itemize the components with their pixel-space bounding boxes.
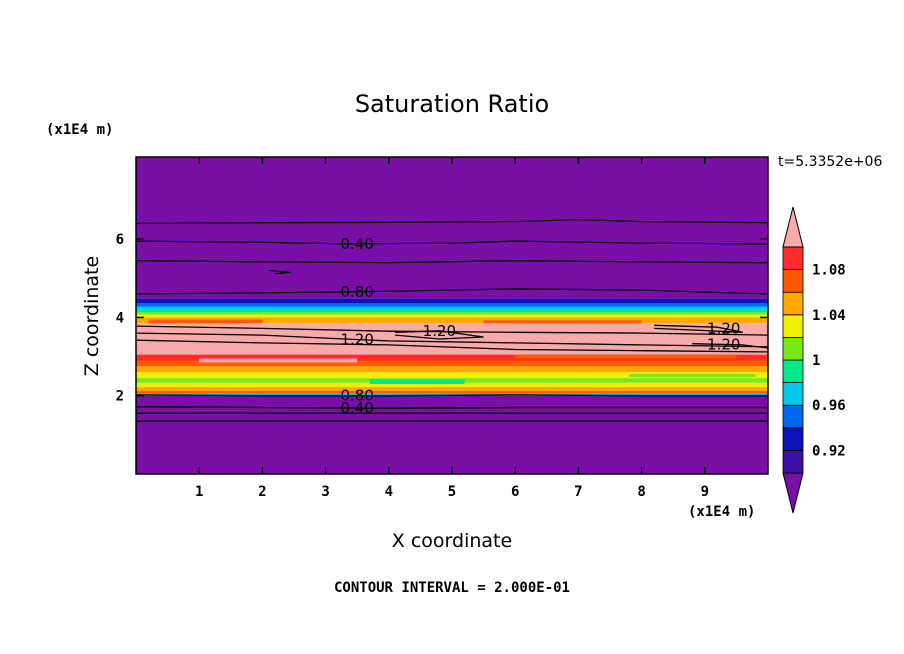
field-band-15: [136, 387, 768, 392]
main-contour-label-8: 0.40: [340, 399, 373, 417]
colorbar-label-3: 1.04: [812, 308, 846, 324]
field-band-7: [136, 317, 768, 324]
colorbar-swatch-7: [782, 291, 804, 316]
colorbar-legend: 0.92 0.96 1 1.04 1.08: [782, 206, 846, 514]
colorbar-swatch-9: [782, 246, 804, 271]
closed-contour-1: [654, 324, 743, 333]
field-band-3: [136, 306, 768, 310]
main-contour-8: [136, 406, 768, 409]
colorbar-swatch-5: [782, 336, 804, 361]
y-unit-label: (x1E4 m): [46, 122, 113, 138]
x-tick-label-7: 7: [574, 484, 582, 500]
x-tick-label-5: 5: [448, 484, 456, 500]
field-patch-5: [628, 373, 756, 377]
field-patch-1: [483, 320, 642, 324]
main-contour-7: [136, 394, 768, 397]
field-band-0: [136, 157, 768, 299]
x-tick-label-8: 8: [637, 484, 645, 500]
main-contour-6: [136, 339, 768, 353]
main-contour-label-7: 0.80: [340, 387, 373, 405]
field-band-6: [136, 314, 768, 318]
x-tick-label-2: 2: [258, 484, 266, 500]
field-band-10: [136, 360, 768, 367]
colorbar-swatch-6: [782, 314, 804, 338]
field-patch-3: [515, 354, 737, 359]
contour-interval-note: CONTOUR INTERVAL = 2.000E-01: [334, 580, 570, 596]
x-tick-label-4: 4: [385, 484, 393, 500]
main-contour-label-5: 1.20: [340, 331, 373, 349]
chart-title: Saturation Ratio: [355, 90, 549, 118]
field-band-16: [136, 391, 768, 394]
main-contour-1: [136, 240, 768, 245]
colorbar-swatch-0: [782, 449, 804, 474]
colorbar-over-triangle: [782, 206, 804, 248]
field-patch-4: [369, 379, 465, 384]
y-axis-label: Z coordinate: [81, 256, 103, 376]
x-unit-label: (x1E4 m): [688, 504, 755, 520]
field-band-9: [136, 354, 768, 361]
colorbar-swatch-4: [782, 359, 804, 384]
field-band-4: [136, 309, 768, 313]
colorbar-swatch-3: [782, 382, 804, 406]
y-tick-label-2: 2: [116, 389, 124, 405]
contour-lines: [136, 218, 768, 422]
closed-contour-3: [268, 269, 291, 275]
time-label: t=5.3352e+06: [778, 154, 882, 170]
main-contour-5: [136, 332, 768, 348]
main-contour-3: [136, 288, 768, 295]
colorbar-under-triangle: [782, 472, 804, 514]
x-axis-label: X coordinate: [392, 530, 512, 552]
field-band-5: [136, 312, 768, 315]
y-tick-label-6: 6: [116, 232, 124, 248]
closed-contour-label-2: 1.20: [707, 335, 740, 353]
contour-labels: 0.400.801.200.800.401.20 1.201.20: [340, 235, 740, 417]
main-contour-label-3: 0.80: [340, 283, 373, 301]
field-band-18: [136, 395, 768, 474]
x-tick-label-9: 9: [701, 484, 709, 500]
y-tick-label-4: 4: [116, 310, 124, 326]
main-contour-4: [136, 325, 768, 336]
y-axis-ticks: 2 4 6: [116, 232, 768, 405]
field-band-1: [136, 298, 768, 304]
main-contour-0: [136, 218, 768, 225]
field-band-2: [136, 303, 768, 307]
colorbar-swatch-2: [782, 404, 804, 429]
field-band-14: [136, 382, 768, 388]
colorbar-swatch-8: [782, 269, 804, 293]
colorbar-label-2: 1: [812, 353, 820, 369]
x-tick-label-3: 3: [321, 484, 329, 500]
field-patch-2: [199, 358, 358, 363]
closed-contour-0: [395, 330, 484, 340]
closed-contour-label-1: 1.20: [707, 320, 740, 338]
colorbar-label-4: 1.08: [812, 263, 846, 279]
main-contour-2: [136, 260, 768, 264]
colorbar-swatch-1: [782, 427, 804, 451]
colorbar-label-1: 0.96: [812, 398, 846, 414]
saturation-field: [136, 157, 768, 474]
field-patch-0: [148, 319, 263, 324]
main-contour-label-1: 0.40: [340, 235, 373, 253]
field-band-12: [136, 372, 768, 379]
field-band-11: [136, 366, 768, 373]
x-axis-ticks: 1 2 3 4 5 6 7 8 9: [195, 157, 709, 500]
closed-contour-label-0: 1.20: [423, 322, 456, 340]
colorbar-label-0: 0.92: [812, 443, 846, 459]
closed-contour-2: [692, 343, 768, 349]
x-tick-label-6: 6: [511, 484, 519, 500]
x-tick-label-1: 1: [195, 484, 203, 500]
